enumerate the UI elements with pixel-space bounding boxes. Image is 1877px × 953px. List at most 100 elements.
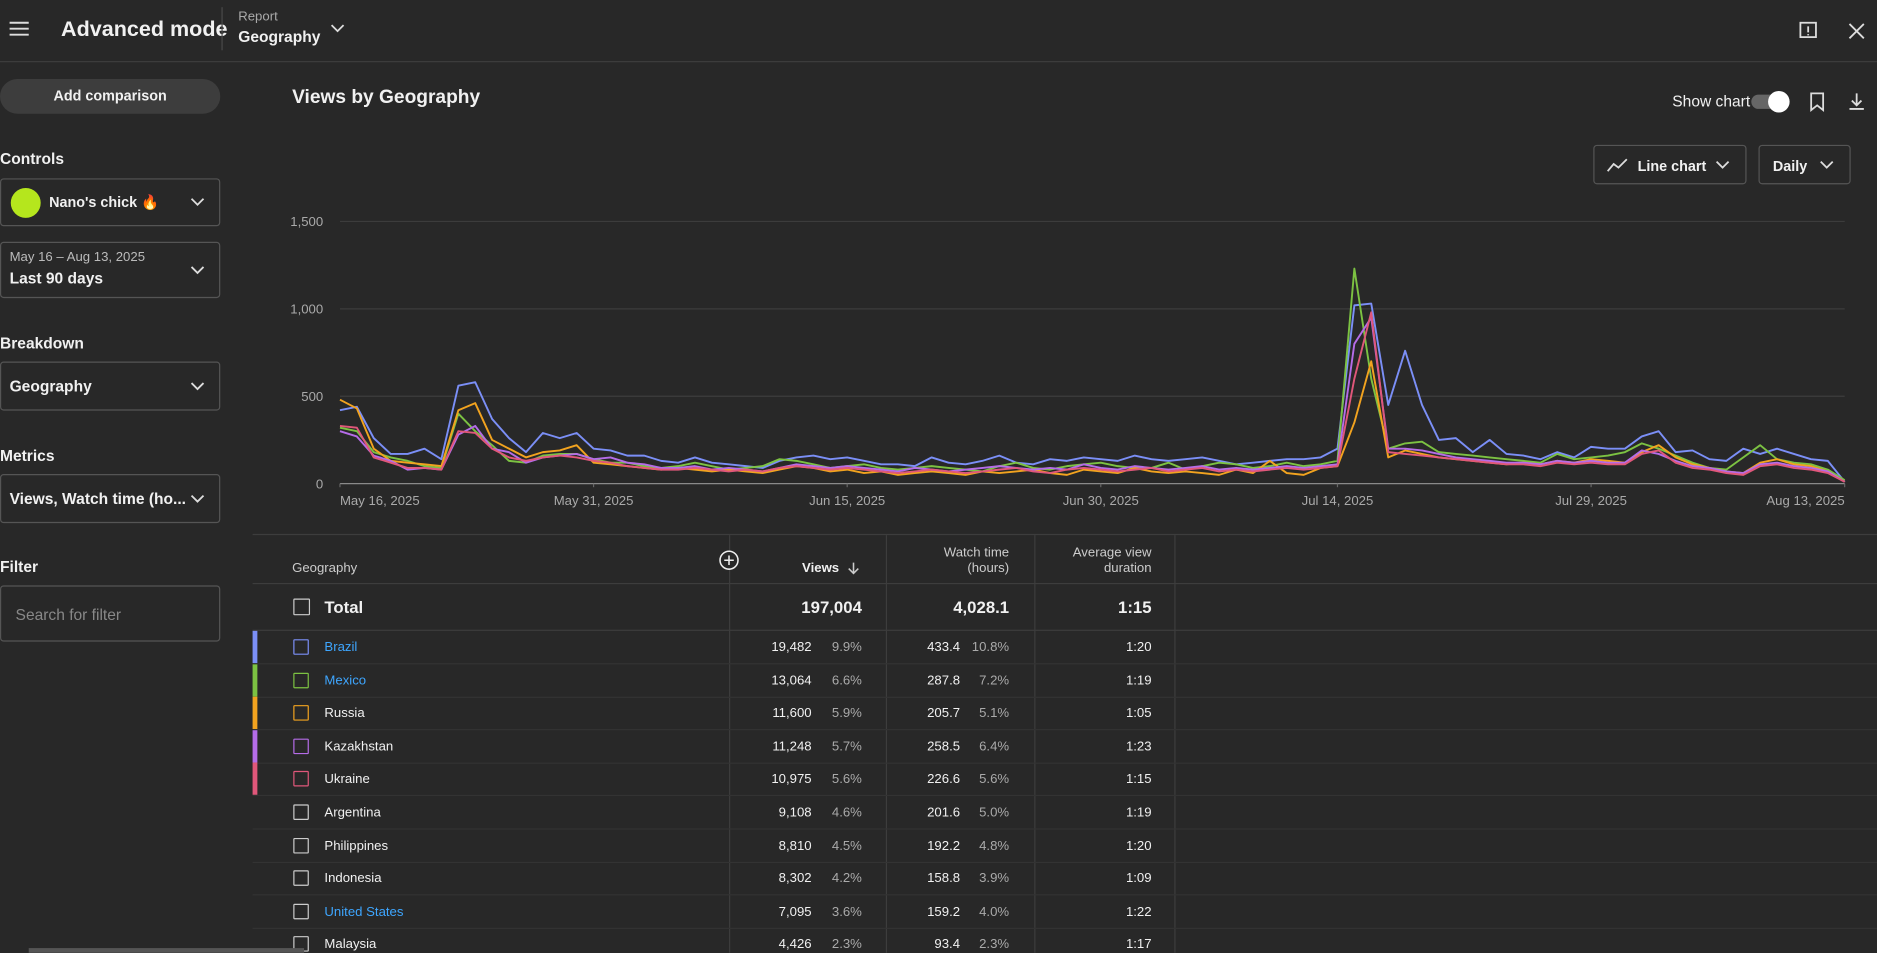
- header-cell: Geography: [292, 561, 358, 576]
- download-icon[interactable]: [1847, 91, 1866, 113]
- row-border: [252, 894, 1877, 896]
- section-label: Filter: [0, 557, 39, 576]
- views: 11,248: [772, 739, 812, 754]
- watch-time: 192.2: [927, 838, 961, 854]
- channel-name: Nano's chick 🔥: [49, 193, 160, 211]
- show-chart-toggle[interactable]: [1751, 90, 1790, 113]
- checkbox: [293, 672, 309, 688]
- date-range: May 16 – Aug 13, 2025: [9, 250, 146, 265]
- views: 8,810: [778, 838, 812, 854]
- y-tick-label: 1,500: [290, 214, 323, 229]
- report-dropdown[interactable]: [329, 22, 346, 36]
- views: 13,064: [771, 673, 812, 688]
- row-border: [252, 828, 1877, 830]
- chevron: [1820, 160, 1834, 169]
- row-color: [252, 763, 258, 796]
- checkbox: [293, 837, 309, 854]
- country-name[interactable]: United States: [324, 904, 404, 920]
- watch-time: 258.5: [927, 739, 961, 754]
- total-label: Total: [324, 597, 364, 617]
- x-tick-label: Jul 29, 2025: [1555, 493, 1627, 508]
- row-border: [252, 795, 1877, 797]
- report-value[interactable]: Geography: [238, 27, 321, 46]
- row-border: [252, 927, 1877, 929]
- views: 19,482: [771, 640, 812, 655]
- add-comparison-button[interactable]: Add comparison: [0, 79, 221, 114]
- metrics-select[interactable]: Views, Watch time (ho...: [0, 474, 221, 524]
- feedback-icon[interactable]: [1798, 20, 1820, 42]
- checkbox: [293, 771, 309, 787]
- scrollbar: [28, 948, 305, 953]
- sort-icon[interactable]: [848, 561, 860, 575]
- views-share: 4.5%: [831, 838, 862, 854]
- country-name: Indonesia: [324, 871, 382, 887]
- channel-avatar: [10, 187, 41, 218]
- chevron: [190, 198, 205, 206]
- checkbox: [293, 738, 309, 754]
- x-tick-label: Aug 13, 2025: [1766, 493, 1844, 508]
- row-border: [252, 629, 1877, 631]
- x-tick-label: Jun 15, 2025: [809, 493, 885, 508]
- avg-duration: 1:17: [1125, 937, 1152, 953]
- filter-input[interactable]: Search for filter: [0, 585, 221, 642]
- row-border: [252, 762, 1877, 764]
- avg-duration: 1:22: [1125, 904, 1152, 920]
- header-cell: Watch time (hours): [943, 545, 1010, 576]
- avg-duration: 1:05: [1125, 706, 1152, 721]
- topbar-border: [0, 61, 1877, 63]
- interval-select[interactable]: Daily: [1758, 144, 1851, 185]
- watch-share: 5.1%: [979, 706, 1010, 721]
- filter-placeholder: Search for filter: [15, 605, 122, 624]
- country-name[interactable]: Mexico: [324, 673, 367, 688]
- total-views: 197,004: [801, 597, 862, 617]
- watch-time: 205.7: [927, 706, 961, 721]
- watch-time: 226.6: [927, 772, 961, 787]
- breakdown-select[interactable]: Geography: [0, 361, 221, 411]
- checkbox: [293, 870, 309, 887]
- chart-title: Views by Geography: [292, 87, 481, 108]
- series-line: [339, 316, 1846, 483]
- date-select[interactable]: May 16 – Aug 13, 2025 Last 90 days: [0, 241, 221, 299]
- toggle-knob: [1768, 90, 1790, 113]
- checkbox: [293, 903, 309, 920]
- menu-icon[interactable]: [7, 17, 31, 41]
- divider: [221, 7, 223, 51]
- close-icon[interactable]: [1846, 20, 1868, 42]
- total-watch: 4,028.1: [953, 597, 1010, 617]
- column-divider: [1174, 535, 1176, 953]
- country-name[interactable]: Brazil: [324, 640, 358, 655]
- data-table: Geography Views Watch time (hours) Average …: [252, 535, 1877, 953]
- separator: [252, 533, 1877, 536]
- country-name: Kazakhstan: [324, 739, 394, 754]
- watch-time: 93.4: [934, 937, 961, 953]
- views-share: 9.9%: [831, 640, 862, 655]
- views: 8,302: [778, 871, 812, 887]
- watch-time: 159.2: [927, 904, 961, 920]
- column-divider: [1034, 535, 1036, 953]
- y-tick-label: 1,000: [290, 302, 323, 317]
- chart-type-select[interactable]: Line chart: [1593, 144, 1747, 185]
- add-column-icon[interactable]: [718, 549, 740, 571]
- line-chart: 0 500 1,000 1,500 May 16, 2025 May 31, 2025 Ju…: [290, 214, 1846, 508]
- views: 4,426: [778, 937, 812, 953]
- avg-duration: 1:20: [1125, 838, 1152, 854]
- views-share: 4.6%: [831, 805, 862, 820]
- chart-type: Line chart: [1637, 158, 1707, 175]
- country-name: Philippines: [324, 838, 389, 854]
- interval: Daily: [1772, 158, 1808, 175]
- country-name: Ukraine: [324, 772, 370, 787]
- y-tick-label: 500: [301, 389, 323, 404]
- views-share: 3.6%: [831, 904, 862, 920]
- channel-select[interactable]: Nano's chick 🔥: [0, 178, 221, 227]
- row-border: [252, 729, 1877, 731]
- watch-time: 287.8: [927, 673, 961, 688]
- x-tick-label: May 31, 2025: [554, 493, 634, 508]
- bookmark-icon[interactable]: [1808, 91, 1827, 113]
- report-label: Report: [238, 9, 278, 24]
- chevron: [190, 266, 205, 275]
- header-cell: Average view duration: [1072, 545, 1152, 576]
- watch-share: 5.6%: [979, 772, 1010, 787]
- country-name: Argentina: [324, 805, 381, 820]
